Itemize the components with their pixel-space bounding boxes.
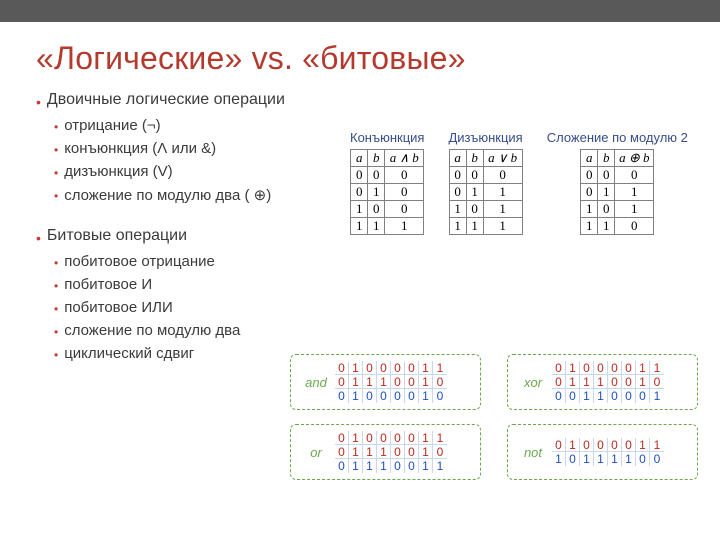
bullet-icon: • xyxy=(54,163,58,183)
truth-table: Конъюнкция aba ∧ b000010100111 xyxy=(350,130,424,235)
section-item-text: конъюнкция (Ʌ или &) xyxy=(64,140,216,157)
section-item: • сложение по модулю два xyxy=(54,322,684,342)
section-item: • побитовое ИЛИ xyxy=(54,299,684,319)
truth-table: Сложение по модулю 2 aba ⊕ b000011101110 xyxy=(547,130,688,235)
section-item-text: побитовое И xyxy=(64,276,152,293)
bullet-icon: • xyxy=(36,227,41,249)
bitwise-box: and010000110111001001000010 xyxy=(290,354,481,410)
bitwise-label: not xyxy=(516,445,550,460)
section-item-text: сложение по модулю два xyxy=(64,322,240,339)
section-heading-text: Битовые операции xyxy=(47,227,187,245)
slide-body: «Логические» vs. «битовые» • Двоичные лог… xyxy=(0,22,720,540)
truth-tables: Конъюнкция aba ∧ b000010100111 Дизъюнкция a… xyxy=(350,130,688,235)
bullet-icon: • xyxy=(54,253,58,273)
truth-table: Дизъюнкция aba ∨ b000011101111 xyxy=(448,130,522,235)
bullet-icon: • xyxy=(54,345,58,365)
bitwise-grid: 010000110111001000110001 xyxy=(552,361,664,403)
bullet-icon: • xyxy=(54,276,58,296)
truth-table-grid: aba ∧ b000010100111 xyxy=(350,149,424,235)
section-heading: • Двоичные логические операции xyxy=(36,91,684,113)
bitwise-grid: 010000110111001001110011 xyxy=(335,431,447,473)
truth-table-grid: aba ∨ b000011101111 xyxy=(449,149,523,235)
section-item: • побитовое отрицание xyxy=(54,253,684,273)
bitwise-label: or xyxy=(299,445,333,460)
bullet-icon: • xyxy=(54,322,58,342)
truth-table-title: Сложение по модулю 2 xyxy=(547,130,688,145)
bitwise-box: not0100001110111100 xyxy=(507,424,698,480)
section-item-text: побитовое ИЛИ xyxy=(64,299,173,316)
section-item-text: циклический сдвиг xyxy=(64,345,194,362)
bitwise-box: xor010000110111001000110001 xyxy=(507,354,698,410)
bullet-icon: • xyxy=(54,299,58,319)
header-bar xyxy=(0,0,720,22)
bitwise-label: and xyxy=(299,375,333,390)
section-item: • побитовое И xyxy=(54,276,684,296)
section-heading-text: Двоичные логические операции xyxy=(47,91,285,109)
bitwise-box: or010000110111001001110011 xyxy=(290,424,481,480)
bullet-icon: • xyxy=(36,91,41,113)
bitwise-label: xor xyxy=(516,375,550,390)
section-item-text: дизъюнкция (V) xyxy=(64,163,172,180)
bullet-icon: • xyxy=(54,140,58,160)
truth-table-title: Дизъюнкция xyxy=(448,130,522,145)
section-item-text: сложение по модулю два ( ⊕) xyxy=(64,186,271,204)
truth-table-title: Конъюнкция xyxy=(350,130,424,145)
section-item-text: побитовое отрицание xyxy=(64,253,215,270)
bitwise-grid: 0100001110111100 xyxy=(552,438,664,466)
truth-table-grid: aba ⊕ b000011101110 xyxy=(580,149,654,235)
bullet-icon: • xyxy=(54,117,58,137)
slide-title: «Логические» vs. «битовые» xyxy=(36,40,684,77)
bitwise-grid: 010000110111001001000010 xyxy=(335,361,447,403)
section-item-text: отрицание (¬) xyxy=(64,117,160,134)
bitwise-boxes: and010000110111001001000010xor0100001101… xyxy=(290,354,698,480)
bullet-icon: • xyxy=(54,186,58,206)
